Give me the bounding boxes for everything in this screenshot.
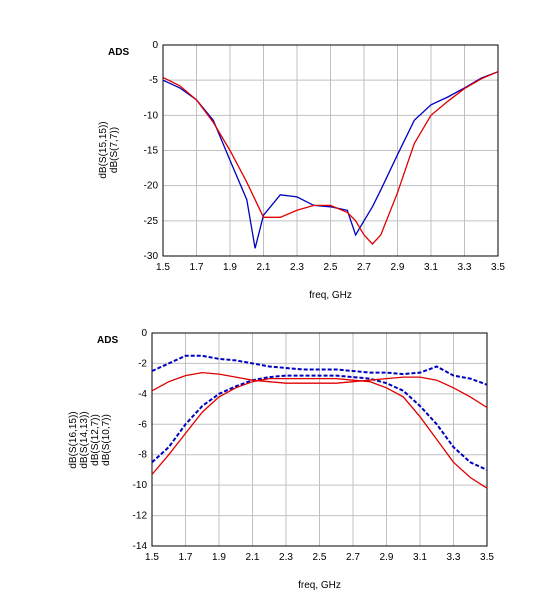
- x-tick-label: 2.9: [380, 552, 394, 563]
- watermark: ADS: [108, 47, 129, 58]
- legend-entry: dB(S(16,15)): [68, 411, 79, 468]
- y-tick-label: -12: [133, 511, 148, 522]
- legend-entry: dB(S(7,7)): [109, 127, 120, 173]
- x-tick-label: 2.3: [290, 262, 304, 273]
- x-tick-label: 3.1: [413, 552, 427, 563]
- x-tick-label: 3.3: [458, 262, 472, 273]
- legend-entry: dB(S(14,13)): [79, 411, 90, 468]
- series-line: [162, 71, 499, 245]
- x-tick-label: 1.9: [223, 262, 237, 273]
- x-tick-label: 2.5: [313, 552, 327, 563]
- plot-frame: [162, 44, 499, 257]
- x-tick-label: 1.7: [190, 262, 204, 273]
- watermark: ADS: [97, 335, 118, 346]
- x-axis-label: freq, GHz: [298, 580, 341, 591]
- y-tick-label: -20: [144, 181, 159, 192]
- y-tick-label: -2: [138, 358, 147, 369]
- plot-frame: [151, 332, 488, 547]
- series-line: [151, 377, 488, 489]
- legend-entry: dB(S(10,7)): [101, 414, 112, 466]
- y-tick-label: -6: [138, 419, 147, 430]
- series-line: [151, 354, 488, 386]
- x-tick-label: 2.1: [257, 262, 271, 273]
- x-tick-label: 2.7: [346, 552, 360, 563]
- y-tick-label: -15: [144, 146, 159, 157]
- x-tick-label: 3.5: [491, 262, 505, 273]
- legend-entry: dB(S(12,7)): [90, 414, 101, 466]
- x-axis-label: freq, GHz: [309, 290, 352, 301]
- x-tick-label: 3.1: [424, 262, 438, 273]
- x-tick-label: 2.3: [279, 552, 293, 563]
- y-tick-label: -4: [138, 389, 147, 400]
- x-tick-label: 1.7: [179, 552, 193, 563]
- x-tick-label: 1.5: [156, 262, 170, 273]
- x-tick-label: 2.1: [246, 552, 260, 563]
- x-tick-label: 3.5: [480, 552, 494, 563]
- x-tick-label: 2.5: [324, 262, 338, 273]
- x-tick-label: 1.5: [145, 552, 159, 563]
- y-tick-label: -10: [133, 480, 148, 491]
- x-tick-label: 1.9: [212, 552, 226, 563]
- x-tick-label: 3.3: [447, 552, 461, 563]
- series-line: [151, 374, 488, 471]
- y-tick-label: -5: [149, 75, 158, 86]
- y-tick-label: -10: [144, 110, 159, 121]
- y-tick-label: -30: [144, 251, 159, 262]
- y-tick-label: -25: [144, 216, 159, 227]
- y-tick-label: -14: [133, 541, 148, 552]
- x-tick-label: 2.7: [357, 262, 371, 273]
- legend-entry: dB(S(15,15)): [98, 121, 109, 178]
- x-tick-label: 2.9: [391, 262, 405, 273]
- y-tick-label: 0: [152, 40, 158, 51]
- series-line: [151, 371, 488, 409]
- y-tick-label: -8: [138, 450, 147, 461]
- y-tick-label: 0: [141, 328, 147, 339]
